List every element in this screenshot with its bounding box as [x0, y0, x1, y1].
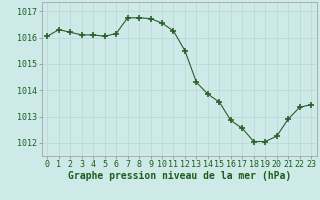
X-axis label: Graphe pression niveau de la mer (hPa): Graphe pression niveau de la mer (hPa)	[68, 171, 291, 181]
